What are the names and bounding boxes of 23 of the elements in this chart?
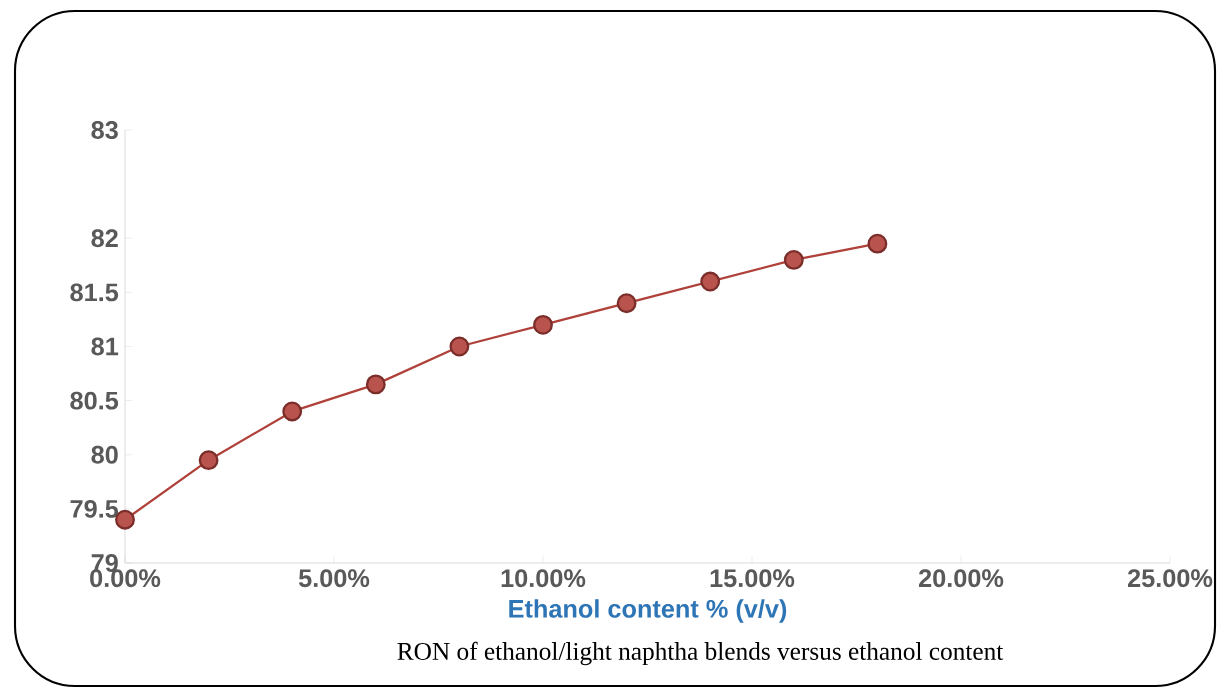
y-tick-label: 80.5 xyxy=(70,391,119,410)
point xyxy=(365,374,386,395)
y-tick-label: 79.5 xyxy=(70,499,119,518)
x-tick-label: 20.00% xyxy=(918,569,1004,588)
text: RON of ethanol/light naphtha blends versus ethanol content xyxy=(397,641,1004,666)
point xyxy=(867,233,888,254)
y-tick-label: 81 xyxy=(91,337,119,356)
point xyxy=(616,293,637,314)
y-tick-label: 80 xyxy=(91,445,118,464)
y-tick-label: 82 xyxy=(91,229,118,248)
point xyxy=(533,314,553,335)
point xyxy=(783,249,804,270)
point xyxy=(198,450,219,471)
x-tick-label: 15.00% xyxy=(710,569,795,588)
x-axis-title: Ethanol content % (v/v) xyxy=(509,599,787,623)
y-tick-label: 83 xyxy=(91,121,118,139)
y-tick-label: 81.5 xyxy=(70,283,119,302)
point xyxy=(449,336,470,357)
x-tick-label: 25.00% xyxy=(1127,569,1213,588)
x-tick-label: 10.00% xyxy=(501,569,586,588)
point xyxy=(700,271,721,292)
point xyxy=(282,401,303,422)
x-tick-label: 5.00% xyxy=(298,569,370,588)
